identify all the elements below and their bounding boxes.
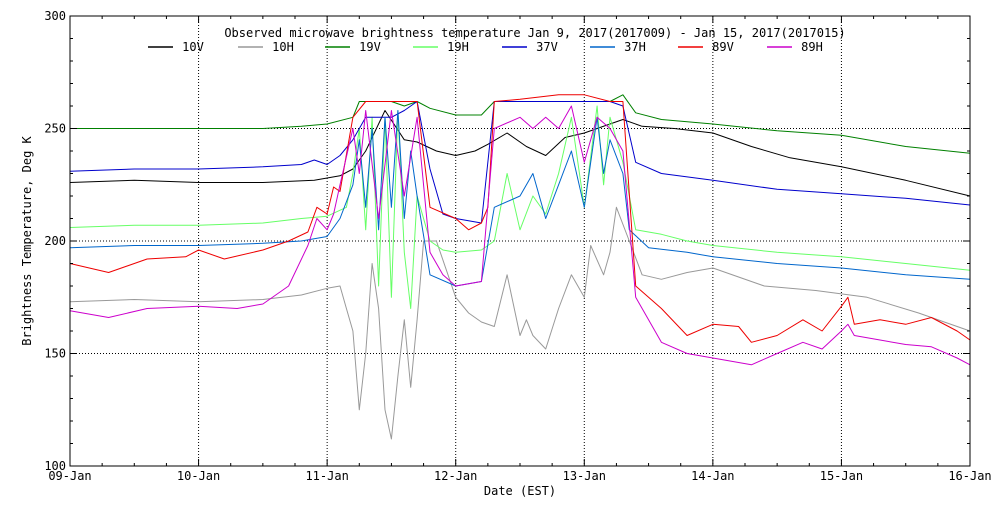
legend-label-89h: 89H <box>801 40 823 54</box>
legend-label-89v: 89V <box>712 40 734 54</box>
x-tick-label: 16-Jan <box>948 469 991 483</box>
x-tick-label: 11-Jan <box>305 469 348 483</box>
series-line-89v <box>69 94 971 343</box>
y-tick-label: 300 <box>44 9 66 23</box>
series-line-10h <box>69 206 971 440</box>
legend-label-10h: 10H <box>272 40 294 54</box>
legend-label-37v: 37V <box>536 40 558 54</box>
x-tick-label: 10-Jan <box>177 469 220 483</box>
x-tick-label: 15-Jan <box>820 469 863 483</box>
x-tick-label: 13-Jan <box>563 469 606 483</box>
series-line-37v <box>69 101 971 224</box>
series-line-19v <box>70 94 971 154</box>
legend-label-19v: 19V <box>359 40 381 54</box>
x-tick-label: 09-Jan <box>48 469 91 483</box>
series-line-37h <box>69 110 971 287</box>
legend-label-19h: 19H <box>447 40 469 54</box>
axis-ticks: 09-Jan 10-Jan 11-Jan 12-Jan 13-Jan 14-Jan 15-J… <box>44 9 991 483</box>
x-axis-label: Date (EST) <box>484 484 556 498</box>
series-lines <box>69 94 971 440</box>
y-tick-label: 150 <box>44 347 66 361</box>
legend: 10V 10H 19V 19H 37V 37H 89V 89H <box>148 40 823 54</box>
y-tick-label: 250 <box>44 122 66 136</box>
legend-label-37h: 37H <box>624 40 646 54</box>
grid-lines <box>70 16 970 466</box>
y-axis-label: Brightness Temperature, Deg K <box>20 135 34 345</box>
series-line-19h <box>69 105 971 309</box>
x-tick-label: 12-Jan <box>434 469 477 483</box>
series-line-10v <box>69 110 971 197</box>
legend-label-10v: 10V <box>182 40 204 54</box>
y-tick-label: 200 <box>44 234 66 248</box>
x-tick-label: 14-Jan <box>691 469 734 483</box>
series-line-89h <box>69 105 971 366</box>
y-tick-label: 100 <box>44 459 66 473</box>
chart-title: Observed microwave brightness temperatur… <box>224 26 845 40</box>
